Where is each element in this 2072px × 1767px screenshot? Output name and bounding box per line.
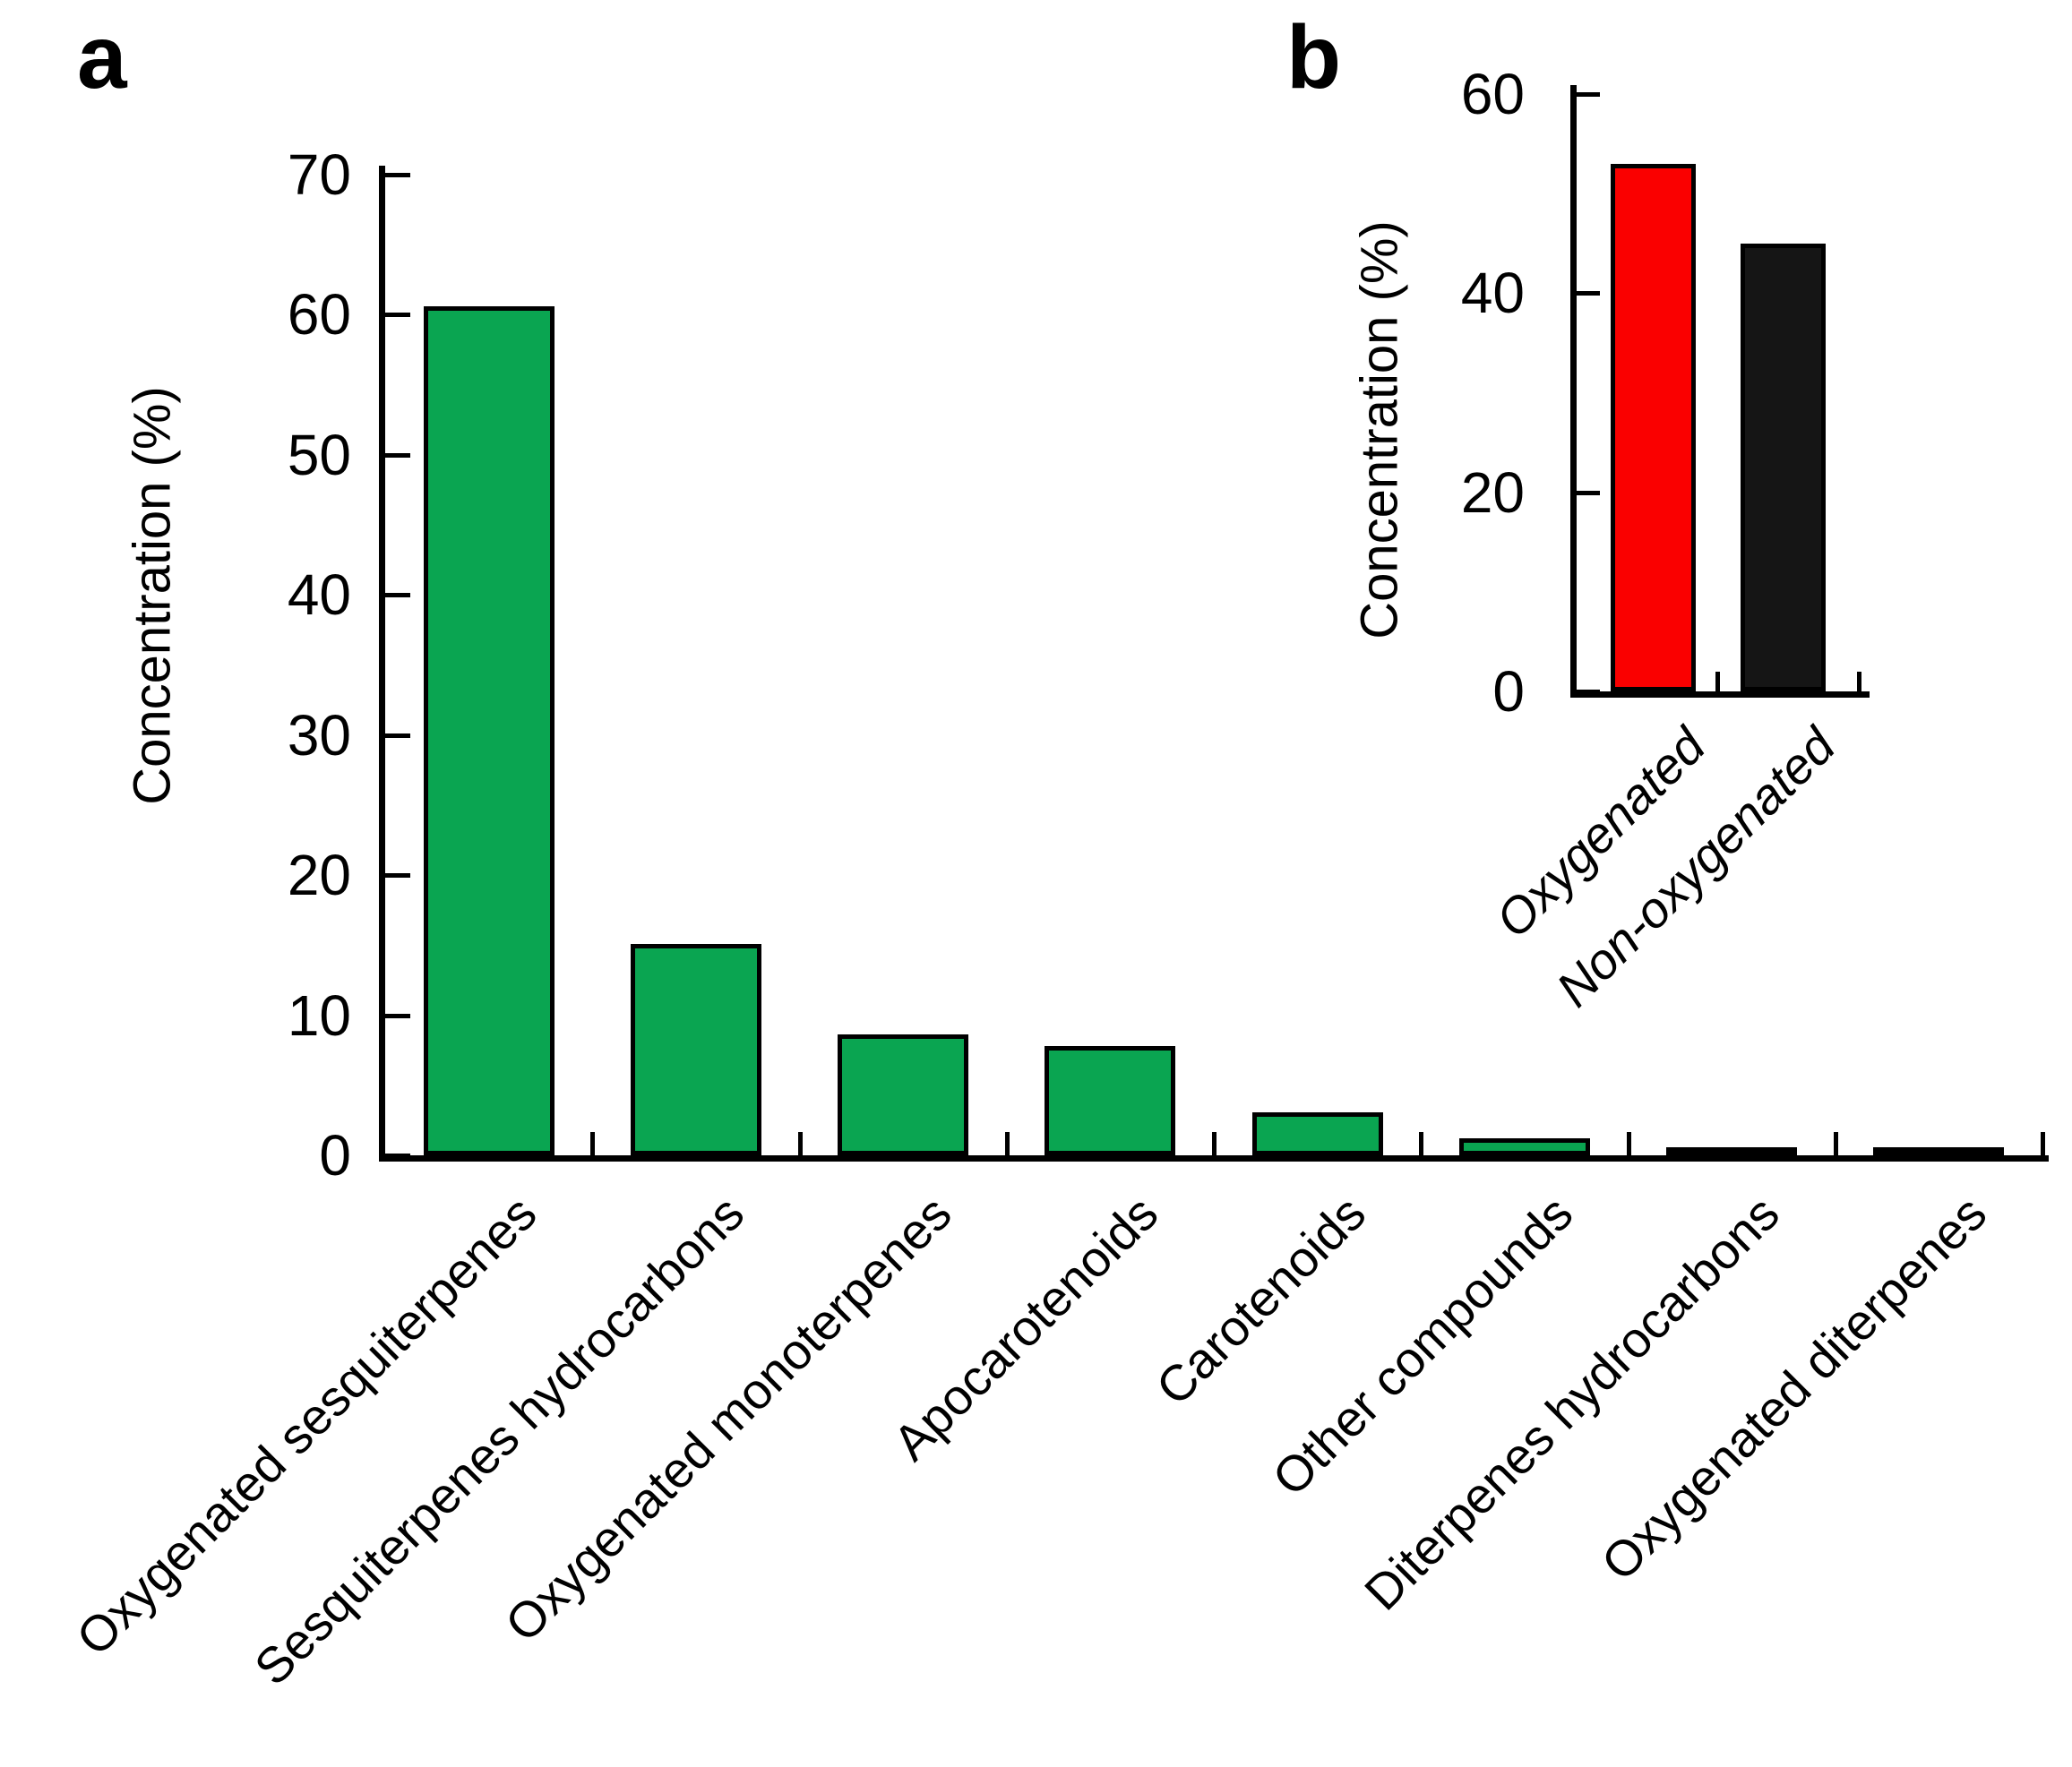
panel-a-xtick-2 [797,1132,803,1155]
panel-a-y-axis [379,166,385,1162]
panel-a-xtick-3 [1004,1132,1010,1155]
panel-b-xtick-2 [1857,672,1861,691]
panel-a-ytick-20 [385,873,410,879]
panel-b-ytick-0 [1577,690,1600,694]
panel-a-ytick-40 [385,593,410,598]
panel-a-letter: a [77,7,127,107]
panel-a-bar-8 [1873,1147,2005,1156]
panel-b-ytick-60 [1577,92,1600,97]
panel-b-ytick-label-40: 40 [1460,261,1525,326]
panel-a-ytick-label-30: 30 [287,702,351,768]
panel-b-ytick-label-20: 20 [1460,459,1525,525]
panel-a-ytick-30 [385,733,410,738]
panel-a-ytick-0 [385,1154,410,1158]
panel-a-bar-5 [1251,1111,1383,1155]
panel-a-x-axis [379,1155,2049,1162]
panel-a-xtick-7 [1833,1132,1838,1155]
panel-a-ytick-label-40: 40 [287,562,351,628]
panel-a-ytick-label-60: 60 [287,282,351,347]
panel-a-ytick-label-70: 70 [287,142,351,207]
panel-a-xtick-5 [1419,1132,1424,1155]
panel-a-xtick-8 [2041,1132,2045,1155]
panel-a-ytick-70 [385,173,410,177]
panel-a-xtick-1 [590,1132,596,1155]
panel-b-ytick-label-60: 60 [1460,62,1525,126]
panel-b-bar-2 [1740,243,1826,691]
panel-a-category-label-7: Diterpenes hydrocarbons [1354,1184,1791,1621]
panel-b-ytick-label-0: 0 [1492,659,1525,724]
panel-a-ytick-60 [385,313,410,318]
panel-a-bar-6 [1458,1138,1590,1155]
panel-b-bar-1 [1610,163,1696,691]
panel-b-ytick-40 [1577,291,1600,296]
panel-b-y-axis [1570,85,1577,698]
panel-a-ytick-50 [385,452,410,458]
panel-b-letter: b [1286,7,1342,107]
panel-a-bar-2 [630,943,761,1155]
panel-a-bar-4 [1045,1045,1176,1155]
panel-a-ytick-10 [385,1013,410,1018]
panel-a-ytick-label-20: 20 [287,843,351,908]
panel-b-ytick-20 [1577,490,1600,495]
panel-a-ytick-label-10: 10 [287,982,351,1048]
panel-a-xtick-4 [1212,1132,1217,1155]
panel-a-ytick-label-50: 50 [287,422,351,487]
panel-b-x-axis [1570,691,1870,698]
panel-a-bar-7 [1666,1147,1798,1156]
panel-a-category-label-5: Carotenoids [1144,1184,1376,1416]
panel-a-category-label-8: Oxygenated diterpenes [1590,1184,1998,1591]
panel-a-ytick-label-0: 0 [319,1123,351,1188]
panel-a-xtick-6 [1626,1132,1631,1155]
panel-b-xtick-1 [1715,672,1720,691]
panel-a-bar-3 [838,1034,969,1155]
panel-a-bar-1 [423,306,555,1155]
